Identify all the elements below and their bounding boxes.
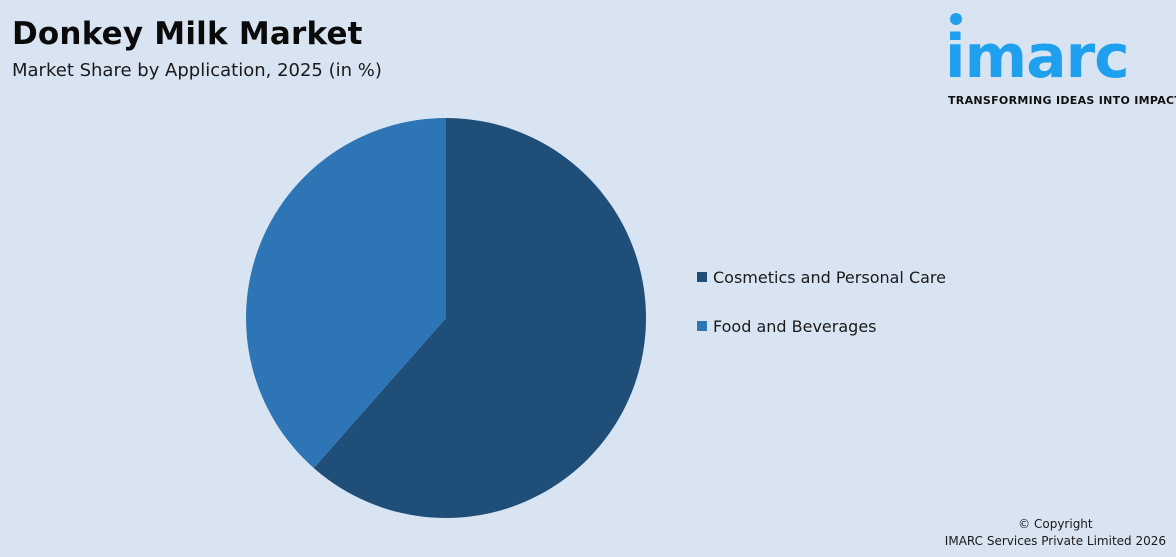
copyright-line-1: © Copyright [1018, 517, 1093, 531]
legend: Cosmetics and Personal Care Food and Bev… [697, 266, 946, 364]
legend-item-cosmetics: Cosmetics and Personal Care [697, 266, 946, 288]
logo-tagline: TRANSFORMING IDEAS INTO IMPACT [948, 94, 1176, 107]
legend-swatch-icon [697, 272, 707, 282]
pie-slice-0 [313, 118, 646, 518]
chart-title: Donkey Milk Market [12, 16, 363, 52]
legend-label: Food and Beverages [713, 316, 877, 336]
copyright: © Copyright IMARC Services Private Limit… [945, 516, 1166, 550]
chart-subtitle: Market Share by Application, 2025 (in %) [12, 60, 382, 81]
pie-slices [245, 118, 646, 518]
legend-item-food: Food and Beverages [697, 315, 946, 337]
logo-dot-icon [950, 13, 962, 25]
legend-label: Cosmetics and Personal Care [713, 267, 946, 287]
imarc-logo: imarc TRANSFORMING IDEAS INTO IMPACT [945, 12, 1176, 112]
logo-wordmark: imarc [945, 22, 1130, 92]
copyright-line-2: IMARC Services Private Limited 2026 [944, 534, 1166, 548]
pie-slice-1 [245, 118, 446, 469]
legend-swatch-icon [697, 321, 707, 331]
